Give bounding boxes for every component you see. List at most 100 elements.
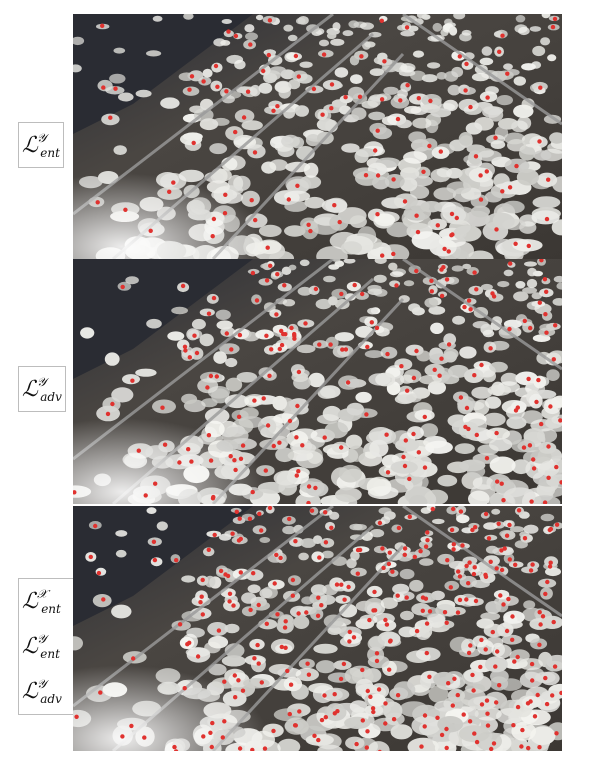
detection-marker [259, 680, 264, 685]
detection-marker [435, 223, 440, 228]
detection-marker [271, 443, 276, 449]
detection-marker [422, 713, 428, 718]
detection-marker [279, 644, 284, 650]
detection-marker [269, 347, 274, 352]
detection-marker [264, 278, 270, 283]
detection-marker [173, 749, 179, 751]
detection-marker [194, 350, 200, 356]
detection-marker [323, 510, 328, 515]
detection-marker [527, 443, 533, 448]
detection-marker [531, 466, 537, 471]
light-glare [73, 14, 562, 259]
detection-marker [296, 369, 302, 375]
detection-marker [373, 148, 378, 153]
detection-marker [96, 570, 102, 576]
detection-marker [548, 404, 553, 409]
detection-marker [286, 197, 291, 202]
detection-marker [226, 29, 231, 34]
detection-marker [240, 443, 246, 448]
detection-marker [200, 577, 205, 583]
detection-marker [206, 547, 211, 552]
detection-marker [292, 333, 297, 338]
detection-marker [543, 312, 548, 317]
detection-marker [402, 199, 408, 204]
detection-marker [339, 291, 344, 297]
detection-marker [460, 543, 465, 548]
detection-marker [282, 625, 288, 630]
detection-marker [367, 617, 372, 623]
detection-marker [473, 525, 478, 530]
detection-marker [267, 18, 273, 23]
detection-marker [267, 373, 272, 378]
detection-marker [93, 523, 98, 529]
detection-marker [559, 480, 562, 485]
detection-marker [233, 33, 239, 39]
detection-marker [530, 562, 535, 567]
detection-marker [174, 558, 179, 563]
detection-marker [513, 562, 518, 567]
detection-marker [306, 672, 312, 677]
detection-marker [384, 432, 389, 437]
detection-marker [398, 98, 403, 103]
detection-marker [160, 405, 165, 410]
detection-marker [110, 401, 115, 407]
detection-marker [153, 481, 158, 486]
detection-marker [315, 613, 321, 618]
detection-marker [424, 621, 430, 626]
detection-marker [311, 86, 317, 92]
detection-marker [172, 744, 177, 750]
detection-marker [247, 516, 253, 521]
detection-marker [537, 300, 542, 305]
detection-marker [290, 593, 295, 598]
detection-marker [313, 286, 319, 292]
detection-marker [539, 259, 544, 263]
detection-marker [342, 597, 347, 602]
detection-marker [123, 207, 128, 212]
detection-marker [360, 667, 365, 673]
detection-marker [387, 550, 392, 555]
detection-marker [316, 595, 321, 600]
detection-marker [528, 325, 533, 331]
detection-marker [473, 154, 479, 159]
detection-marker [131, 656, 136, 661]
detection-marker [143, 493, 148, 498]
detection-marker [339, 582, 344, 587]
detection-marker [319, 603, 324, 608]
detection-marker [250, 270, 256, 276]
detection-marker [341, 661, 347, 667]
detection-marker [411, 375, 417, 381]
detection-marker [538, 85, 543, 90]
detection-marker [463, 88, 468, 93]
detection-marker [296, 74, 301, 79]
detection-marker [553, 323, 558, 328]
detection-marker [238, 536, 243, 542]
detection-marker [467, 719, 473, 724]
detection-marker [546, 475, 551, 480]
detection-marker [498, 593, 503, 598]
detection-marker [455, 692, 460, 698]
detection-marker [416, 450, 421, 455]
detection-marker [238, 456, 244, 461]
detection-marker [215, 84, 220, 90]
detection-marker [483, 574, 489, 579]
detection-marker [223, 192, 228, 197]
detection-marker [278, 555, 283, 561]
detection-marker [500, 189, 505, 194]
detection-marker [542, 500, 548, 504]
detection-marker [529, 499, 534, 504]
loss-subscript: adv [40, 390, 62, 404]
detection-marker [402, 463, 408, 469]
light-glare [73, 259, 562, 504]
detection-marker [472, 565, 477, 570]
detection-marker [375, 128, 380, 133]
detection-marker [248, 42, 253, 47]
detection-marker [513, 408, 519, 413]
detection-marker [363, 173, 369, 178]
detection-marker [368, 694, 373, 699]
detection-marker [381, 565, 386, 571]
detection-marker [537, 139, 542, 144]
detection-marker [494, 227, 499, 232]
detection-marker [365, 688, 370, 694]
detection-marker [354, 741, 359, 747]
detection-marker [352, 282, 357, 288]
